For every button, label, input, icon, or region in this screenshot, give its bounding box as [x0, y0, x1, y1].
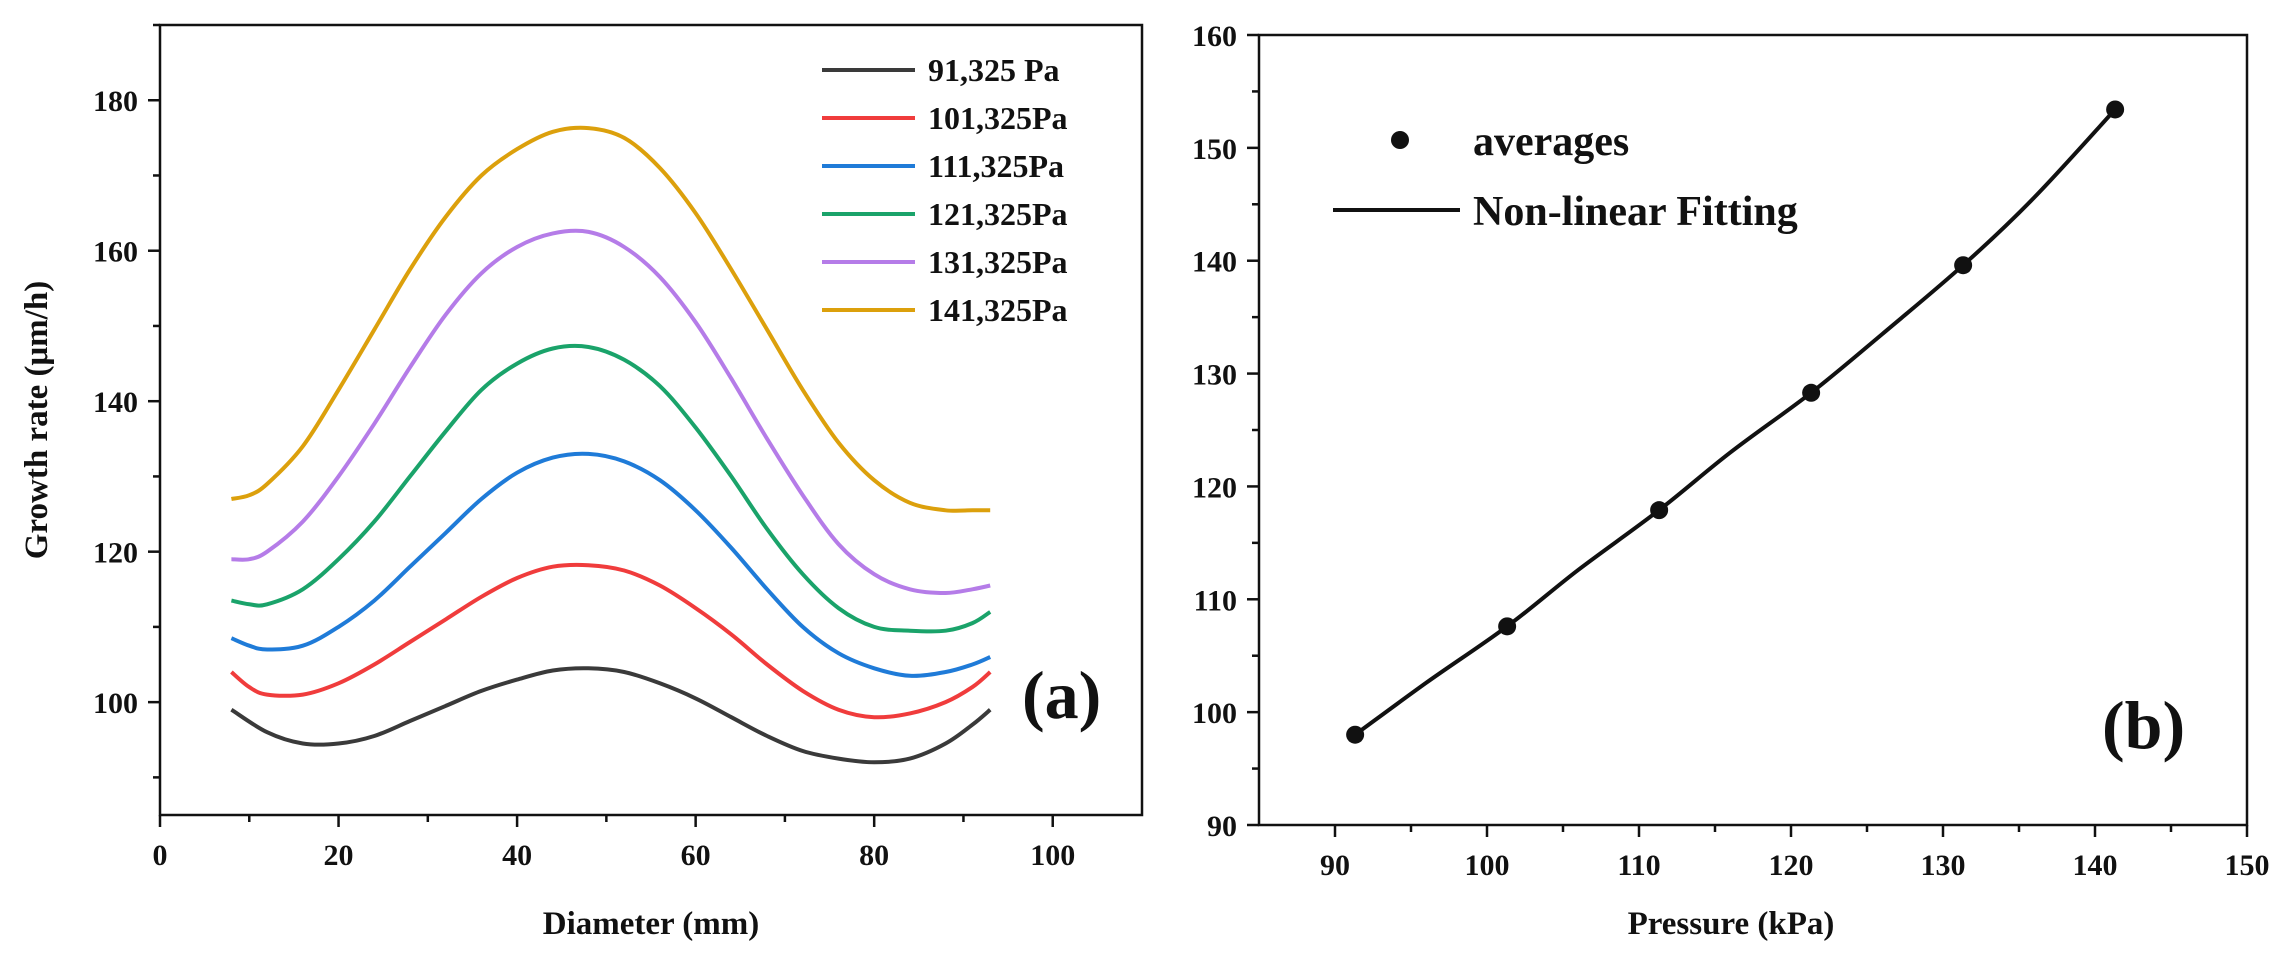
panel-b-average-point — [1346, 725, 1365, 744]
panel-a-plot-frame — [158, 23, 1144, 817]
panel-a-series-line-2 — [230, 562, 992, 720]
panel-b-y-tick-label: 100 — [1192, 697, 1237, 730]
panel-b-legend-label-fit: Non-linear Fitting — [1473, 189, 1798, 235]
panel-b-x-tick-label: 120 — [1769, 849, 1814, 882]
panel-b-x-tick-label: 90 — [1320, 849, 1350, 882]
panel-a-y-axis-title: Growth rate (μm/h) — [19, 281, 55, 559]
panel-b-average-point — [1650, 501, 1669, 520]
panel-a-series-lines — [230, 125, 992, 765]
panel-b-legend: averages Non-linear Fitting — [1333, 119, 1798, 235]
panel-a-legend-label-1: 91,325 Pa — [928, 52, 1060, 88]
panel-a-legend-label-3: 111,325Pa — [928, 148, 1064, 184]
panel-a-y-ticks: 100 120 140 160 180 — [93, 23, 160, 779]
panel-b-legend-marker-averages — [1391, 131, 1409, 149]
panel-a-legend: 91,325 Pa 101,325Pa 111,325Pa 121,325Pa 131,… — [822, 52, 1068, 328]
panel-a-y-tick-label: 160 — [93, 236, 138, 269]
panel-b-x-ticks: 90 100 110 120 130 140 150 — [1320, 825, 2270, 882]
panel-a-x-tick-label: 0 — [153, 839, 168, 872]
panel-b-x-tick-label: 140 — [2073, 849, 2118, 882]
panel-b-label: (b) — [2102, 687, 2185, 763]
panel-a-x-tick-label: 20 — [324, 839, 354, 872]
panel-a-line-chart: 0 20 40 60 80 100 100 120 140 160 180 91,325 Pa 10… — [19, 23, 1144, 942]
panel-a-y-tick-label: 140 — [93, 386, 138, 419]
panel-b-y-ticks: 90 100 110 120 130 140 150 160 — [1192, 20, 1259, 843]
panel-a-x-tick-label: 80 — [859, 839, 889, 872]
panel-b-average-point — [1802, 383, 1821, 402]
panel-b-y-tick-label: 90 — [1207, 810, 1237, 843]
panel-a-series-line-3 — [230, 451, 992, 678]
panel-b-y-tick-label: 120 — [1192, 471, 1237, 504]
panel-a-x-tick-label: 60 — [681, 839, 711, 872]
panel-a-legend-label-6: 141,325Pa — [928, 292, 1068, 328]
panel-a-legend-label-4: 121,325Pa — [928, 196, 1068, 232]
panel-b-x-tick-label: 110 — [1617, 849, 1660, 882]
panel-a-series-line-5 — [231, 228, 991, 596]
panel-b-y-tick-label: 110 — [1194, 584, 1237, 617]
panel-a-y-tick-label: 100 — [93, 687, 138, 720]
panel-b-y-tick-label: 160 — [1192, 20, 1237, 53]
panel-b-scatter-chart: 90 100 110 120 130 140 150 90 100 110 120 130 140 15… — [1192, 20, 2270, 942]
panel-a-series-line-6 — [231, 125, 991, 513]
panel-a-x-ticks: 0 20 40 60 80 100 — [153, 815, 1075, 872]
panel-b-plot-frame — [1257, 33, 2249, 827]
panel-b-average-point — [2106, 100, 2125, 119]
panel-b-legend-label-averages: averages — [1473, 119, 1629, 165]
panel-a-y-tick-label: 120 — [93, 537, 138, 570]
panel-a-series-line-4 — [230, 343, 992, 634]
panel-a-x-axis-title: Diameter (mm) — [543, 906, 760, 942]
panel-a-label: (a) — [1022, 657, 1101, 733]
panel-a-legend-label-2: 101,325Pa — [928, 100, 1068, 136]
panel-b-y-tick-label: 140 — [1192, 246, 1237, 279]
panel-a-legend-label-5: 131,325Pa — [928, 244, 1068, 280]
panel-b-x-tick-label: 130 — [1921, 849, 1966, 882]
panel-b-x-tick-label: 100 — [1465, 849, 1510, 882]
panel-a-series-line-1 — [230, 666, 992, 765]
panel-b-y-tick-label: 130 — [1192, 359, 1237, 392]
panel-b-series — [1346, 100, 2125, 744]
panel-b-x-tick-label: 150 — [2225, 849, 2270, 882]
panel-a-x-tick-label: 40 — [502, 839, 532, 872]
panel-b-x-axis-title: Pressure (kPa) — [1628, 906, 1835, 942]
panel-b-y-tick-label: 150 — [1192, 133, 1237, 166]
panel-b-fit-line — [1353, 108, 2117, 737]
panel-b-average-point — [1954, 256, 1973, 275]
panel-b-average-point — [1498, 617, 1517, 636]
panel-a-y-tick-label: 180 — [93, 85, 138, 118]
panel-a-x-tick-label: 100 — [1030, 839, 1075, 872]
